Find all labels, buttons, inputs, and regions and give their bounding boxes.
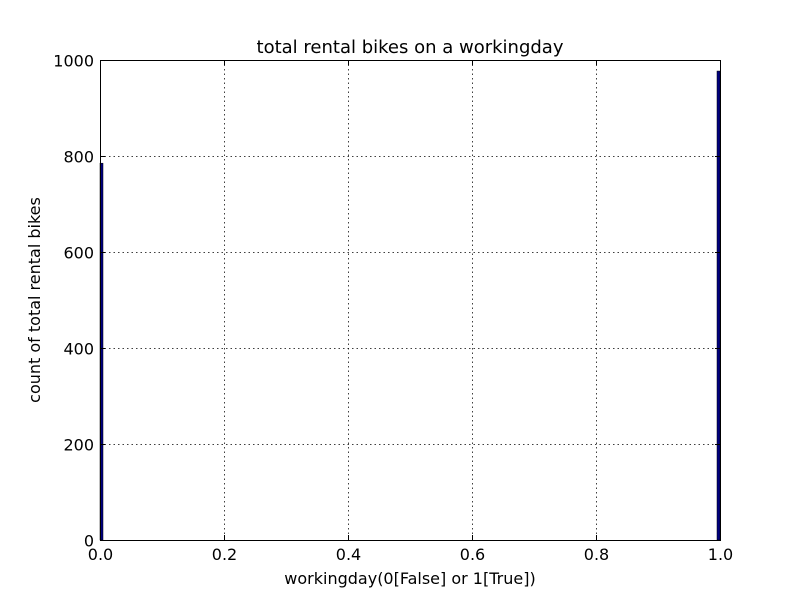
chart-title: total rental bikes on a workingday [257, 37, 564, 58]
y-tick-label: 1000 [53, 52, 94, 71]
y-tick-label: 200 [63, 436, 94, 455]
x-tick-label: 0.2 [212, 545, 237, 564]
y-tick-label: 800 [63, 148, 94, 167]
x-tick-label: 1.0 [708, 545, 733, 564]
y-tick-label: 0 [84, 532, 94, 551]
x-tick-label: 0.6 [460, 545, 485, 564]
y-tick-label: 600 [63, 244, 94, 263]
x-tick-label: 0.0 [88, 545, 113, 564]
x-axis-label: workingday(0[False] or 1[True]) [284, 569, 535, 588]
grid [100, 60, 720, 540]
x-axis: 0.0 0.2 0.4 0.6 0.8 1.0 [88, 60, 733, 564]
y-tick-label: 400 [63, 340, 94, 359]
x-tick-label: 0.8 [584, 545, 609, 564]
plot-frame [100, 60, 721, 541]
bar-workingday-1 [716, 70, 721, 541]
x-tick-label: 0.4 [336, 545, 361, 564]
bars [99, 70, 721, 541]
y-axis: 0 200 400 600 800 1000 [53, 52, 720, 551]
y-axis-label: count of total rental bikes [25, 197, 44, 403]
